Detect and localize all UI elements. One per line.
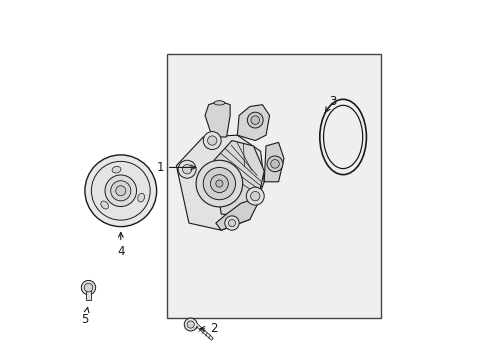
Text: 2: 2: [200, 322, 217, 335]
Circle shape: [203, 167, 235, 200]
Text: 4: 4: [117, 233, 124, 258]
Circle shape: [85, 155, 156, 226]
Polygon shape: [237, 105, 269, 140]
Polygon shape: [176, 135, 264, 230]
Circle shape: [184, 318, 197, 331]
Ellipse shape: [112, 166, 121, 173]
Circle shape: [250, 192, 260, 201]
Text: 5: 5: [81, 307, 89, 327]
Text: 1: 1: [156, 161, 195, 174]
Circle shape: [84, 283, 93, 292]
Circle shape: [266, 156, 282, 172]
Circle shape: [250, 116, 259, 125]
Circle shape: [116, 186, 125, 196]
Circle shape: [228, 220, 235, 226]
Circle shape: [210, 175, 228, 193]
Polygon shape: [214, 140, 264, 216]
Circle shape: [247, 112, 263, 128]
Circle shape: [187, 321, 194, 328]
Bar: [86, 288, 90, 300]
Circle shape: [91, 161, 150, 220]
Polygon shape: [264, 142, 284, 182]
Ellipse shape: [319, 99, 366, 175]
Circle shape: [196, 160, 242, 207]
Circle shape: [110, 181, 131, 201]
Circle shape: [224, 216, 239, 230]
Circle shape: [178, 160, 196, 178]
Circle shape: [246, 187, 264, 205]
Circle shape: [81, 280, 96, 295]
Ellipse shape: [138, 193, 144, 202]
Circle shape: [215, 180, 223, 187]
Circle shape: [270, 159, 279, 168]
Ellipse shape: [101, 201, 108, 209]
Circle shape: [203, 132, 221, 149]
Bar: [167, 54, 380, 318]
Ellipse shape: [323, 105, 362, 168]
Ellipse shape: [214, 101, 224, 105]
Text: 3: 3: [325, 95, 335, 113]
Polygon shape: [204, 101, 230, 137]
Circle shape: [105, 175, 136, 207]
Circle shape: [207, 136, 217, 145]
Circle shape: [182, 165, 191, 174]
Polygon shape: [215, 200, 257, 230]
